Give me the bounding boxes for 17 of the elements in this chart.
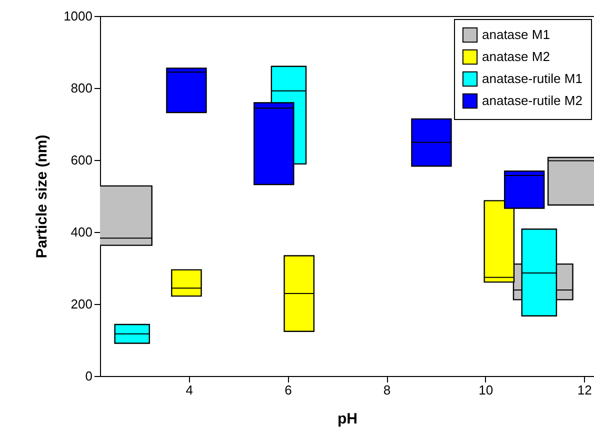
y-tick-label: 600 (70, 152, 92, 168)
legend-label: anatase-rutile M1 (482, 71, 582, 86)
legend-label: anatase M2 (482, 49, 550, 64)
legend-label: anatase M1 (482, 27, 550, 42)
x-axis-title: pH (338, 410, 358, 428)
x-tick-label: 6 (284, 382, 292, 398)
x-tick-label: 12 (577, 382, 592, 398)
x-tick-label: 10 (478, 382, 494, 398)
y-tick-label: 800 (70, 80, 92, 96)
y-tick-label: 0 (85, 368, 92, 384)
legend-label: anatase-rutile M2 (482, 93, 582, 108)
y-tick-label: 200 (70, 296, 92, 312)
x-tick-label: 4 (186, 382, 194, 398)
y-tick-label: 1000 (64, 8, 92, 24)
y-tick-label: 400 (70, 224, 92, 240)
x-tick-label: 8 (383, 382, 391, 398)
y-axis-title: Particle size (nm) (34, 134, 51, 258)
